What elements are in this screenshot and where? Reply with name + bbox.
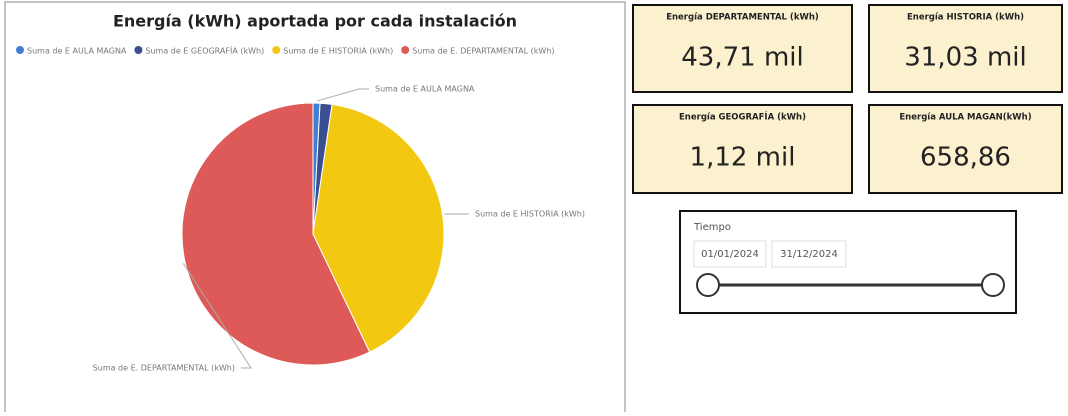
legend-label: Suma de E GEOGRAFÍA (kWh) xyxy=(145,45,264,56)
legend-swatch xyxy=(401,46,409,54)
end-date[interactable]: 31/12/2024 xyxy=(780,249,838,260)
slice-label: Suma de E AULA MAGNA xyxy=(375,85,475,94)
kpi-title: Energía AULA MAGAN(kWh) xyxy=(899,113,1031,123)
kpi-value: 31,03 mil xyxy=(904,43,1026,73)
kpi-value: 658,86 xyxy=(920,143,1011,173)
legend-label: Suma de E HISTORIA (kWh) xyxy=(283,47,393,56)
chart-title: Energía (kWh) aportada por cada instalac… xyxy=(113,12,517,31)
legend-label: Suma de E AULA MAGNA xyxy=(27,47,127,56)
slice-label: Suma de E HISTORIA (kWh) xyxy=(475,210,585,219)
legend-label: Suma de E. DEPARTAMENTAL (kWh) xyxy=(412,47,554,56)
legend-swatch xyxy=(272,46,280,54)
kpi-value: 1,12 mil xyxy=(690,143,796,173)
slice-label: Suma de E. DEPARTAMENTAL (kWh) xyxy=(93,364,235,373)
slider-start-handle[interactable] xyxy=(697,274,719,296)
slider-end-handle[interactable] xyxy=(982,274,1004,296)
legend-swatch xyxy=(16,46,24,54)
kpi-title: Energía HISTORIA (kWh) xyxy=(907,13,1024,23)
kpi-title: Energía DEPARTAMENTAL (kWh) xyxy=(666,13,819,23)
slicer-title: Tiempo xyxy=(693,222,731,233)
kpi-value: 43,71 mil xyxy=(681,43,803,73)
legend-swatch xyxy=(134,46,142,54)
start-date[interactable]: 01/01/2024 xyxy=(701,249,759,260)
kpi-title: Energía GEOGRAFÍA (kWh) xyxy=(679,111,806,123)
